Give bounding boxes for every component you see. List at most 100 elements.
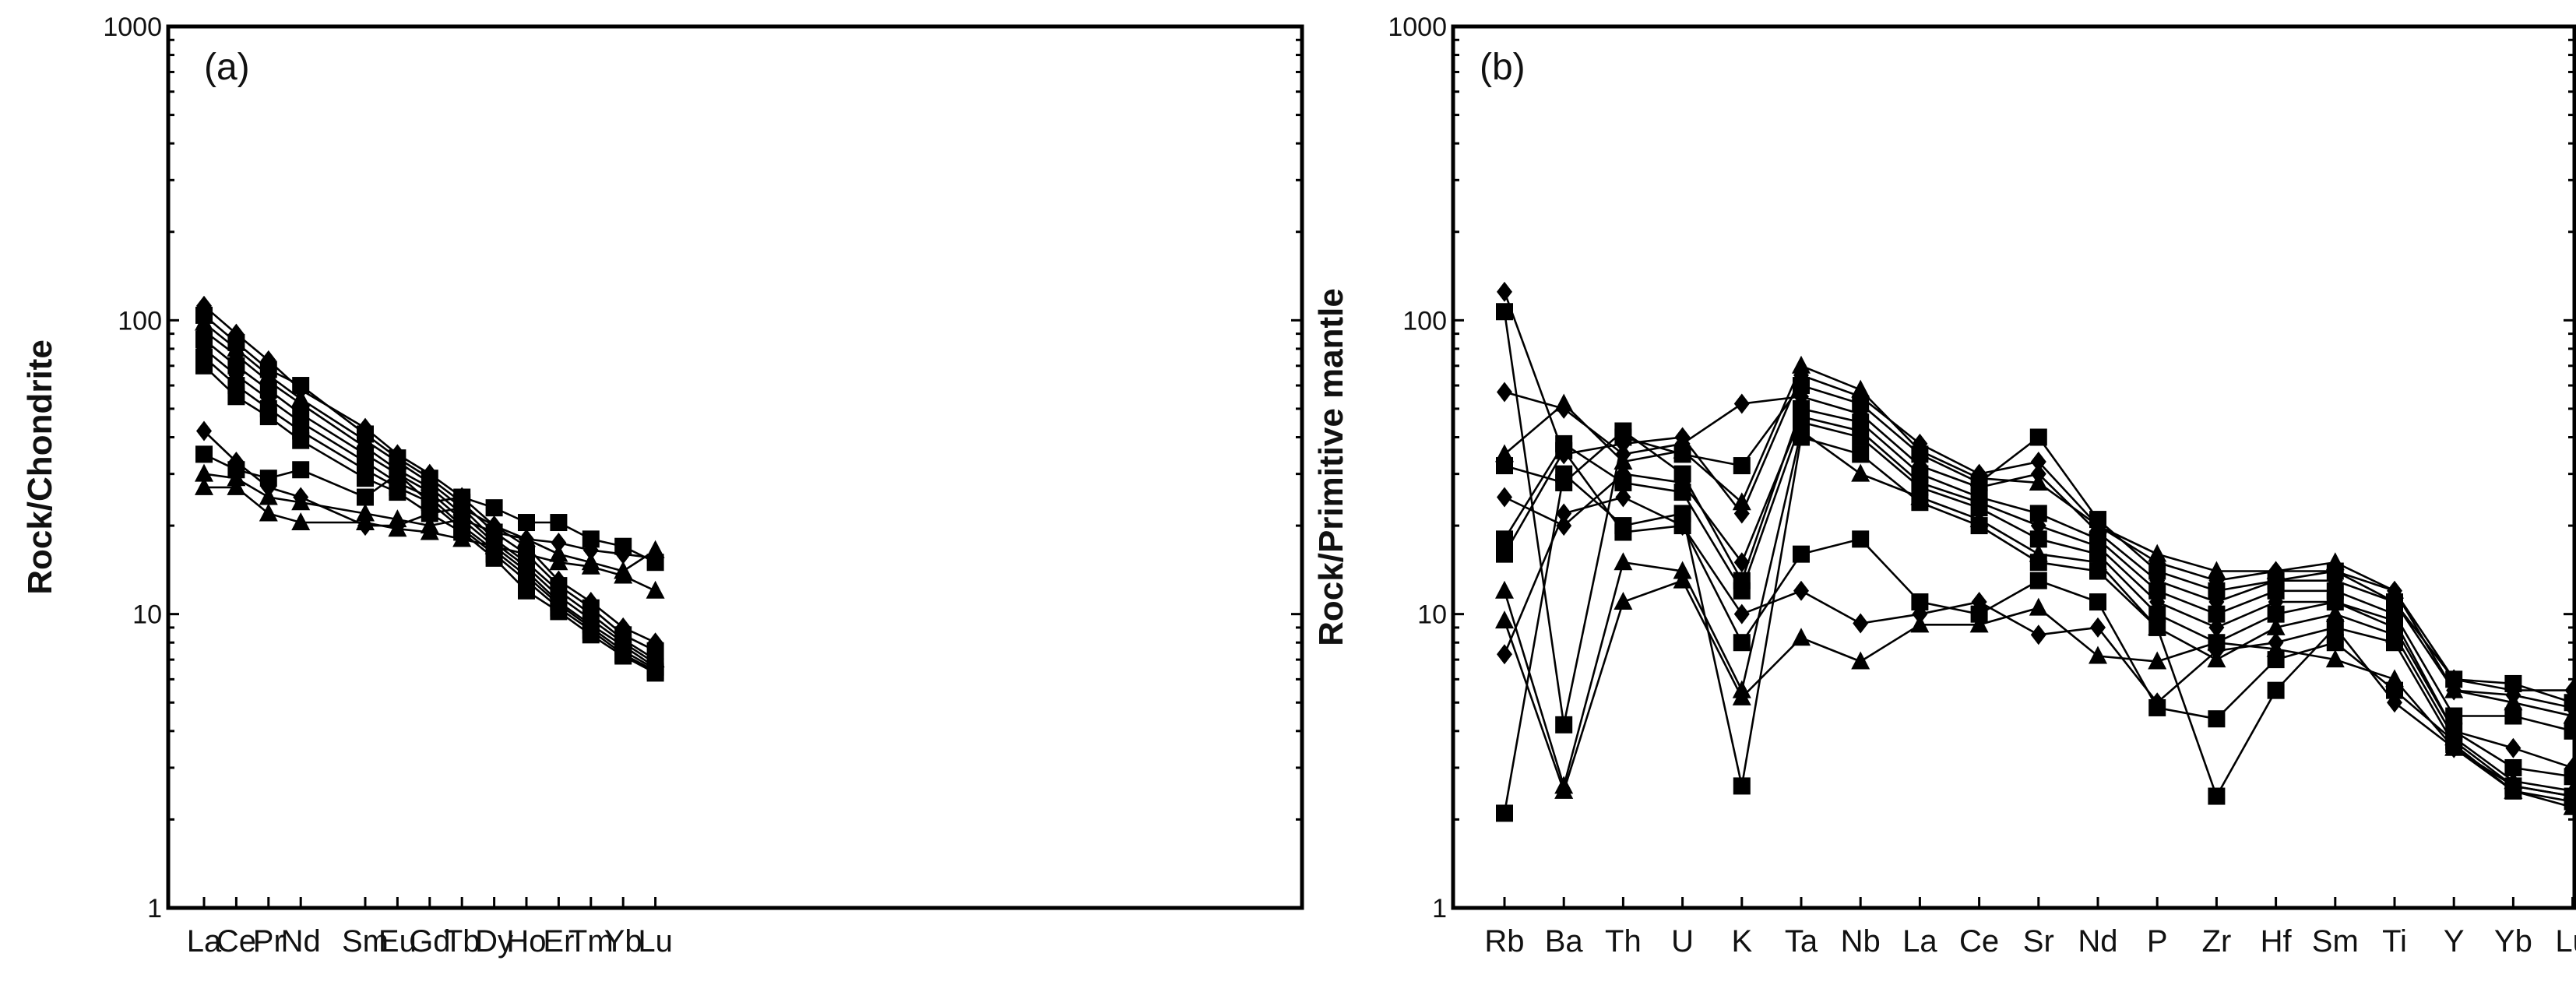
marker-c10-nd <box>2090 617 2106 638</box>
marker-a8-la <box>195 357 213 375</box>
marker-c4-th <box>1614 452 1633 470</box>
marker-a2-nd <box>292 377 310 395</box>
marker-c10-sr <box>2030 624 2046 646</box>
marker-b2-dy <box>485 499 503 517</box>
x-tick-label-nd-a: Nd <box>281 924 321 959</box>
x-tick-label-eu-a: Eu <box>378 924 417 959</box>
marker-c1-sr <box>2030 452 2046 473</box>
marker-b4-dy <box>484 536 504 554</box>
marker-b2-yb <box>614 537 632 555</box>
x-tick-label-ho-a: Ho <box>506 924 546 959</box>
marker-b2-nd <box>292 461 310 479</box>
marker-b3-nd <box>291 492 311 511</box>
marker-b4-ce <box>227 477 246 495</box>
marker-b4-ho <box>517 544 536 562</box>
marker-c8-rb <box>1495 580 1514 599</box>
marker-b3-pr <box>259 487 278 505</box>
marker-b4-tm <box>581 556 600 575</box>
marker-c12-u <box>1673 570 1692 589</box>
marker-c11-ta <box>1793 545 1810 563</box>
marker-c3-k <box>1733 393 1750 414</box>
marker-c11-sm <box>2326 634 2344 652</box>
marker-c5-th <box>1614 422 1632 440</box>
marker-c12-ba <box>1554 780 1574 799</box>
marker-c12-sr <box>2029 597 2048 616</box>
marker-c4-ce <box>1969 468 1989 487</box>
marker-c3-rb <box>1497 382 1512 403</box>
marker-c4-nb <box>1851 379 1870 398</box>
marker-c4-ti <box>2385 580 2404 599</box>
marker-c7-u <box>1673 484 1691 501</box>
x-tick-label-p-b: P <box>2147 924 2168 959</box>
marker-b4-sm <box>356 512 375 531</box>
marker-c11-sr <box>2029 572 2047 589</box>
x-tick-label-la-b: La <box>1902 924 1937 959</box>
x-tick-label-nd-b: Nd <box>2078 924 2117 959</box>
marker-a8-nd <box>292 431 310 449</box>
marker-a8-ho <box>518 582 535 600</box>
marker-c10-k <box>1733 603 1750 624</box>
marker-c12-lu <box>2563 797 2576 815</box>
marker-c4-yb <box>2504 692 2523 711</box>
marker-c5-rb <box>1496 457 1513 475</box>
marker-c12-nb <box>1851 651 1870 670</box>
marker-c2-rb <box>1496 303 1513 321</box>
marker-a8-sm <box>357 470 374 487</box>
marker-c11-nb <box>1852 530 1870 548</box>
marker-c4-sr <box>2029 472 2048 491</box>
marker-a8-tm <box>582 626 600 644</box>
marker-c11-ba <box>1555 441 1573 459</box>
x-tick-label-yb-b: Yb <box>2494 924 2532 959</box>
marker-c2-k <box>1733 457 1751 475</box>
marker-b1-la <box>196 420 212 441</box>
marker-c11-k <box>1733 634 1751 652</box>
marker-b3-dy <box>484 522 504 540</box>
x-tick-label-pr-a: Pr <box>253 924 284 959</box>
marker-b2-er <box>550 514 568 532</box>
panel-label-a: (a) <box>204 47 250 88</box>
marker-b4-nd <box>291 512 311 531</box>
marker-c11-nd <box>2089 593 2106 611</box>
series-line-c11-b <box>1503 449 2573 797</box>
marker-c5-zr <box>2208 605 2226 623</box>
plot-frame-a <box>166 24 1304 910</box>
marker-c7-p <box>2148 605 2166 623</box>
x-tick-label-ce-a: Ce <box>216 924 256 959</box>
x-tick-label-lu-b: Lu <box>2555 924 2576 959</box>
marker-b3-tb <box>452 509 472 528</box>
marker-c8-u <box>1673 561 1692 579</box>
marker-b4-tb <box>452 529 472 547</box>
y-tick-label-b: 10 <box>1417 600 1447 630</box>
marker-c4-sm <box>2325 552 2345 571</box>
y-tick-label-a: 1 <box>147 894 162 923</box>
marker-b2-eu <box>389 465 406 483</box>
marker-c7-lu <box>2564 768 2576 786</box>
marker-c5-sr <box>2029 505 2047 522</box>
marker-c7-rb <box>1496 530 1513 548</box>
marker-b4-lu <box>646 580 665 599</box>
marker-c7-nb <box>1852 428 1870 446</box>
marker-a8-ce <box>227 388 245 406</box>
marker-b2-sm <box>357 488 374 506</box>
marker-c4-lu <box>2563 705 2576 724</box>
y-tick-label-b: 1000 <box>1388 12 1447 42</box>
marker-c9-rb <box>1496 804 1513 822</box>
marker-c12-rb <box>1495 610 1514 629</box>
x-tick-label-sr-b: Sr <box>2023 924 2054 959</box>
x-tick-label-tm-a: Tm <box>568 924 614 959</box>
marker-b4-gd <box>420 522 439 540</box>
marker-c11-th <box>1614 523 1632 541</box>
x-tick-label-y-b: Y <box>2444 924 2465 959</box>
y-tick-label-b: 100 <box>1402 306 1447 336</box>
marker-c10-th <box>1615 487 1631 508</box>
y-tick-label-a: 100 <box>118 306 162 336</box>
marker-c9-ta <box>1793 428 1810 446</box>
marker-c2-sr <box>2029 428 2047 446</box>
marker-c12-ta <box>1792 628 1811 646</box>
marker-c12-ce <box>1969 614 1989 633</box>
marker-c5-yb <box>2504 707 2522 725</box>
marker-c7-k <box>1733 582 1751 600</box>
marker-c11-p <box>2148 698 2166 716</box>
